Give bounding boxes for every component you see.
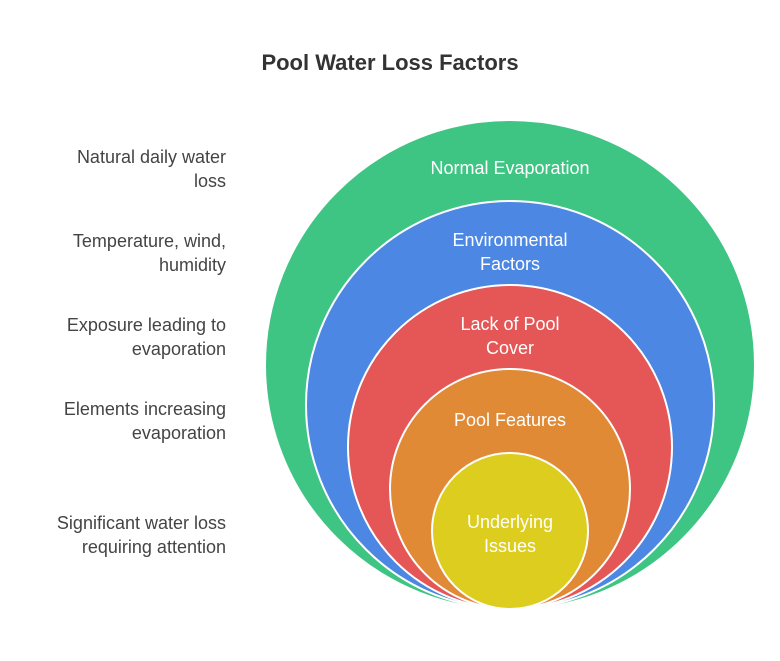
description-line: requiring attention bbox=[81, 537, 226, 557]
description-normal-evaporation: Natural daily water loss bbox=[6, 145, 226, 193]
ring-label-underlying-issues-line2: Issues bbox=[484, 536, 536, 556]
description-line: humidity bbox=[158, 255, 226, 275]
description-line: Natural daily water bbox=[76, 147, 226, 167]
description-line: Exposure leading to bbox=[66, 315, 226, 335]
ring-label-environmental-factors-line1: Environmental bbox=[452, 230, 567, 250]
description-line: Elements increasing bbox=[63, 399, 226, 419]
ring-label-pool-features: Pool Features bbox=[454, 410, 566, 430]
description-pool-features: Elements increasing evaporation bbox=[6, 397, 226, 445]
ring-label-underlying-issues-line1: Underlying bbox=[467, 512, 553, 532]
description-line: Temperature, wind, bbox=[72, 231, 226, 251]
ring-label-lack-of-pool-cover-line2: Cover bbox=[486, 338, 534, 358]
description-environmental-factors: Temperature, wind, humidity bbox=[6, 229, 226, 277]
description-line: Significant water loss bbox=[56, 513, 226, 533]
ring-label-environmental-factors-line2: Factors bbox=[480, 254, 540, 274]
description-underlying-issues: Significant water loss requiring attenti… bbox=[6, 511, 226, 559]
description-lack-of-pool-cover: Exposure leading to evaporation bbox=[6, 313, 226, 361]
ring-label-normal-evaporation: Normal Evaporation bbox=[430, 158, 589, 178]
description-line: loss bbox=[193, 171, 226, 191]
description-line: evaporation bbox=[131, 423, 226, 443]
ring-underlying-issues bbox=[431, 452, 589, 610]
description-line: evaporation bbox=[131, 339, 226, 359]
diagram-title: Pool Water Loss Factors bbox=[261, 50, 519, 75]
ring-label-lack-of-pool-cover-line1: Lack of Pool bbox=[460, 314, 559, 334]
